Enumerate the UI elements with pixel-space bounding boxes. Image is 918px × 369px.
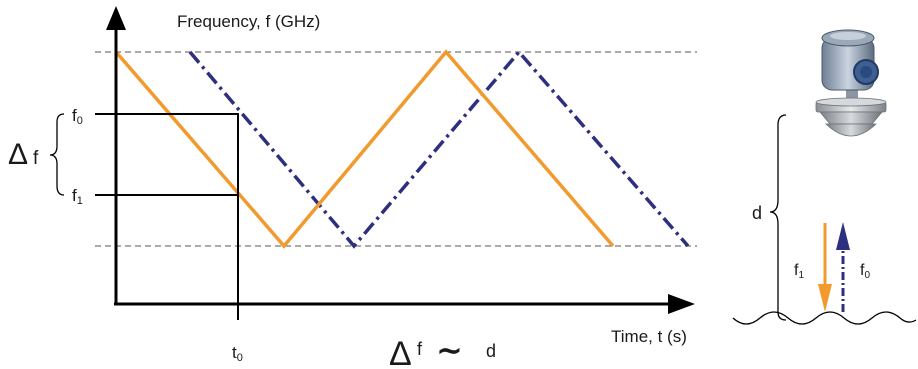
x-axis-label: Time, t (s) — [611, 327, 687, 346]
transmitted-signal-line — [114, 49, 615, 249]
liquid-surface-icon — [732, 311, 917, 325]
f0-up-arrow-head — [836, 222, 850, 250]
distance-brace — [769, 114, 787, 321]
y-axis-label: Frequency, f (GHz) — [177, 12, 320, 31]
t0-label: t0 — [232, 343, 243, 364]
relation-f: f — [417, 339, 423, 359]
relation-tilde: ∼ — [436, 332, 463, 368]
delta-f-letter: f — [33, 148, 39, 169]
delta-f-symbol: Δ — [8, 138, 28, 171]
f0-label: f0 — [72, 106, 83, 127]
received-signal-line — [188, 49, 690, 249]
y-axis-arrow — [106, 6, 126, 30]
f1-label: f1 — [72, 186, 83, 207]
f0-guide-line — [95, 113, 239, 320]
right-f0-label: f0 — [860, 262, 870, 281]
delta-f-brace — [49, 113, 65, 196]
right-f1-label: f1 — [794, 262, 804, 281]
distance-d-label: d — [752, 203, 762, 223]
radar-level-transmitter-icon — [815, 29, 887, 137]
x-axis-arrow — [668, 294, 695, 314]
f1-down-arrow-head — [818, 284, 832, 312]
relation-delta: Δ — [389, 335, 412, 369]
relation-d: d — [486, 341, 496, 361]
